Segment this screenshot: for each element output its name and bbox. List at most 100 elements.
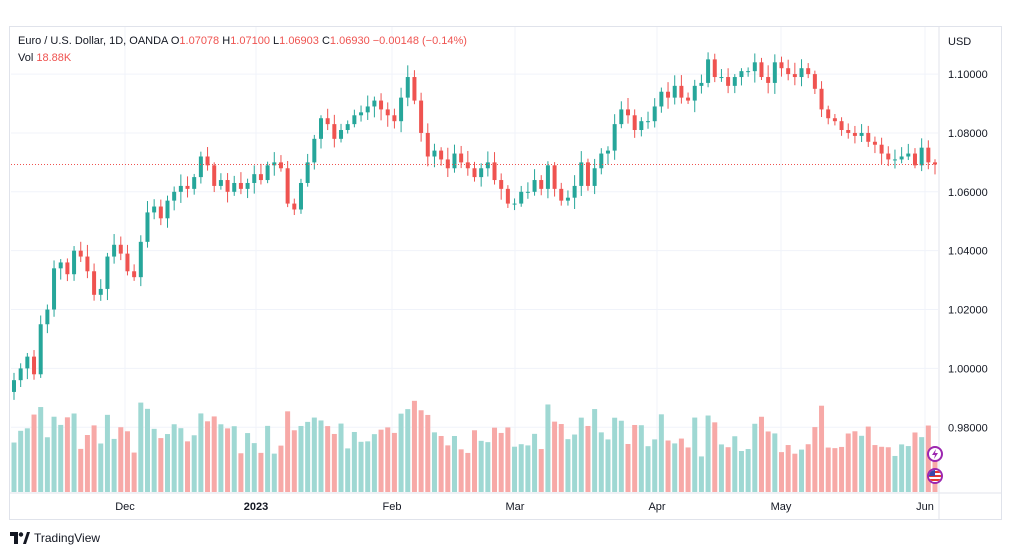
- lightning-event-icon[interactable]: [927, 446, 943, 462]
- candle-body: [145, 212, 150, 242]
- candle-body: [152, 206, 157, 213]
- candle-body: [919, 147, 924, 166]
- candle-body: [218, 180, 223, 186]
- chart-frame[interactable]: [9, 26, 1002, 520]
- candle-body: [933, 162, 937, 165]
- candle-body: [852, 132, 857, 136]
- time-axis: Dec 2023 Feb Mar Apr May Jun: [115, 501, 934, 513]
- x-tick-label: Jun: [916, 501, 934, 513]
- volume-bar: [652, 439, 658, 492]
- volume-bar: [672, 443, 678, 492]
- candle-body: [706, 59, 711, 83]
- volume-bar: [525, 445, 531, 492]
- candle-body: [846, 130, 851, 133]
- y-tick-label: 1.02000: [948, 305, 988, 317]
- volume-bar: [498, 432, 504, 492]
- price-axis: 1.10000 1.08000 1.06000 1.04000 1.02000 1.000…: [948, 69, 988, 434]
- volume-bar: [698, 456, 704, 492]
- candle-body: [112, 244, 117, 257]
- candle-body: [272, 162, 277, 166]
- high-value: 1.07100: [230, 35, 270, 47]
- volume-bar: [625, 443, 631, 492]
- candle-body: [632, 115, 637, 131]
- candle-body: [712, 59, 717, 78]
- volume-bar: [885, 447, 891, 492]
- volume-bar: [378, 429, 384, 492]
- volume-bar: [38, 407, 44, 492]
- candle-body: [479, 168, 484, 178]
- volume-bar: [298, 425, 304, 492]
- candle-body: [258, 174, 263, 181]
- volume-bar: [485, 442, 491, 492]
- candle-body: [419, 100, 424, 133]
- candle-body: [926, 147, 931, 163]
- candle-body: [886, 153, 891, 160]
- footer: TradingView: [10, 529, 100, 547]
- tradingview-logo-icon[interactable]: [10, 532, 30, 544]
- candle-body: [332, 124, 337, 139]
- volume-bar: [538, 449, 544, 492]
- candle-body: [312, 138, 317, 163]
- volume-bar: [592, 409, 598, 492]
- candle-body: [512, 203, 517, 205]
- candle-body: [839, 121, 844, 131]
- volume-label[interactable]: Vol: [18, 52, 34, 64]
- candle-body: [492, 162, 497, 181]
- symbol-label[interactable]: Euro / U.S. Dollar, 1D, OANDA: [18, 35, 168, 47]
- volume-bar: [598, 432, 604, 492]
- volume-bar: [505, 427, 511, 492]
- candle-body: [178, 185, 183, 192]
- candle-body: [699, 82, 704, 86]
- volume-bar: [565, 439, 571, 492]
- candle-body: [552, 165, 557, 189]
- volume-bar: [258, 452, 264, 492]
- volume-bar: [451, 435, 457, 492]
- volume-bar: [732, 436, 738, 492]
- tradingview-brand[interactable]: TradingView: [34, 531, 101, 545]
- x-tick-label: Mar: [506, 501, 525, 513]
- candle-body: [605, 150, 610, 154]
- candle-body: [72, 250, 77, 275]
- candle-body: [719, 77, 724, 79]
- volume-bar: [185, 441, 191, 492]
- volume-bar: [445, 445, 451, 492]
- volume-bar: [71, 413, 77, 492]
- x-tick-label: Feb: [383, 501, 402, 513]
- candle-body: [98, 288, 103, 295]
- volume-bar: [311, 417, 317, 492]
- volume-bar: [632, 424, 638, 492]
- candle-body: [766, 77, 771, 83]
- candle-body: [592, 168, 597, 186]
- candle-body: [872, 141, 877, 145]
- volume-bar: [725, 447, 731, 492]
- volume-bar: [545, 404, 551, 492]
- candle-body: [759, 62, 764, 78]
- candle-body: [899, 156, 904, 160]
- volume-bar: [78, 448, 84, 492]
- volume-bar: [872, 445, 878, 492]
- volume-bar: [58, 424, 64, 492]
- volume-bar: [685, 447, 691, 492]
- candle-body: [305, 162, 310, 183]
- candle-body: [105, 256, 110, 289]
- volume-bar: [438, 435, 444, 492]
- candle-body: [679, 85, 684, 98]
- candle-body: [539, 180, 544, 189]
- candle-body: [58, 262, 63, 269]
- volume-bar: [418, 410, 424, 492]
- volume-bar: [398, 413, 404, 492]
- volume-bar: [905, 446, 911, 492]
- candle-body: [185, 185, 190, 189]
- volume-bar: [705, 415, 711, 492]
- volume-bar: [658, 414, 664, 492]
- candle-body: [672, 85, 677, 98]
- volume-bar: [231, 426, 237, 492]
- candle-body: [365, 106, 370, 113]
- candle-body: [732, 77, 737, 86]
- candle-body: [726, 77, 731, 86]
- us-flag-event-icon[interactable]: [927, 468, 943, 484]
- high-label: H: [222, 35, 231, 47]
- y-tick-label: 1.04000: [948, 246, 988, 258]
- volume-bar: [585, 425, 591, 492]
